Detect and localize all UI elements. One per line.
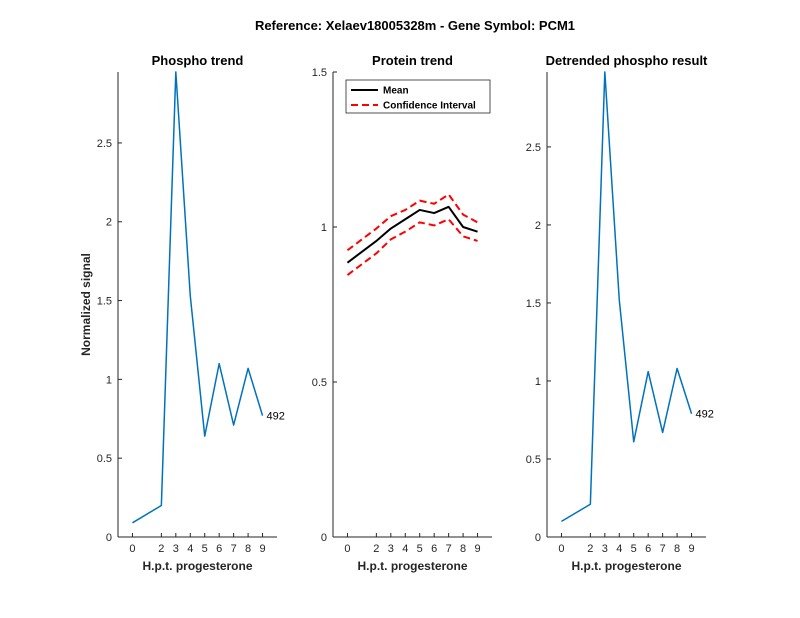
y-tick-label: 2.5 <box>97 138 112 150</box>
x-tick-label: 6 <box>431 543 437 555</box>
x-tick-label: 6 <box>645 543 651 555</box>
x-tick-label: 8 <box>245 543 251 555</box>
y-tick-label: 1.5 <box>526 298 541 310</box>
x-tick-label: 9 <box>474 543 480 555</box>
x-axis-label: H.p.t. progesterone <box>142 559 252 573</box>
x-tick-label: 0 <box>558 543 564 555</box>
y-tick-label: 1 <box>106 374 112 386</box>
x-tick-label: 5 <box>417 543 423 555</box>
x-tick-label: 2 <box>373 543 379 555</box>
series-line-2 <box>346 193 479 252</box>
x-tick-label: 7 <box>660 543 666 555</box>
y-tick-label: 1 <box>321 222 327 234</box>
x-axis-label: H.p.t. progesterone <box>357 559 467 573</box>
chart-title: Phospho trend <box>152 53 244 68</box>
legend-label: Confidence Interval <box>383 101 476 112</box>
y-tick-label: 0 <box>321 532 327 544</box>
x-tick-label: 3 <box>602 543 608 555</box>
series-end-label: 492 <box>696 409 714 421</box>
y-tick-label: 2.5 <box>526 142 541 154</box>
chart-panel-2: Protein trend 0 2 3 4 5 6 7 8 9 0 0.5 1 1.5 H.p.t. pro… <box>312 53 492 573</box>
x-tick-label: 9 <box>259 543 265 555</box>
series-line-1 <box>132 71 264 524</box>
x-tick-label: 9 <box>688 543 694 555</box>
y-tick-label: 2 <box>535 220 541 232</box>
x-tick-label: 5 <box>202 543 208 555</box>
x-tick-label: 3 <box>173 543 179 555</box>
x-tick-label: 4 <box>187 543 193 555</box>
y-tick-label: 1.5 <box>312 67 327 79</box>
legend-label: Mean <box>383 86 409 97</box>
x-tick-label: 4 <box>402 543 408 555</box>
x-axis-label: H.p.t. progesterone <box>571 559 681 573</box>
x-tick-label: 2 <box>587 543 593 555</box>
y-tick-label: 0.5 <box>312 377 327 389</box>
x-tick-label: 0 <box>129 543 135 555</box>
y-tick-label: 0 <box>535 532 541 544</box>
y-tick-label: 1 <box>535 376 541 388</box>
x-tick-label: 4 <box>616 543 622 555</box>
x-tick-label: 5 <box>631 543 637 555</box>
y-tick-label: 0 <box>106 532 112 544</box>
x-tick-label: 7 <box>231 543 237 555</box>
legend-box <box>345 79 491 114</box>
x-tick-label: 7 <box>446 543 452 555</box>
y-tick-label: 2 <box>106 217 112 229</box>
x-tick-label: 3 <box>388 543 394 555</box>
x-tick-label: 0 <box>344 543 350 555</box>
x-tick-label: 6 <box>216 543 222 555</box>
y-tick-label: 1.5 <box>97 296 112 308</box>
chart-title: Protein trend <box>372 53 453 68</box>
y-tick-label: 0.5 <box>526 454 541 466</box>
x-tick-label: 2 <box>158 543 164 555</box>
x-tick-label: 8 <box>460 543 466 555</box>
y-tick-label: 0.5 <box>97 453 112 465</box>
figure-title: Reference: Xelaev18005328m - Gene Symbol… <box>255 18 575 33</box>
x-tick-label: 8 <box>674 543 680 555</box>
legend: Mean Confidence Interval <box>345 79 491 114</box>
series-end-label: 492 <box>267 411 285 423</box>
y-axis-label: Normalized signal <box>79 253 93 356</box>
series-line-1 <box>561 71 693 523</box>
chart-title: Detrended phospho result <box>546 53 708 68</box>
